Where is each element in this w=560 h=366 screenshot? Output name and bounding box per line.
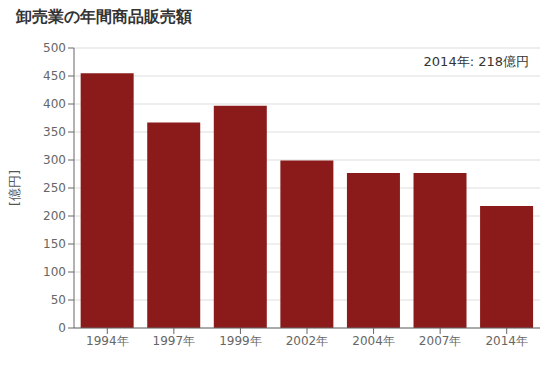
svg-text:400: 400: [43, 97, 66, 111]
svg-text:500: 500: [43, 41, 66, 55]
svg-text:1999年: 1999年: [219, 334, 262, 348]
svg-text:1997年: 1997年: [153, 334, 196, 348]
svg-text:0: 0: [58, 321, 66, 335]
svg-text:1994年: 1994年: [86, 334, 129, 348]
html-text:2014年: 218億円: 2014年: 218億円: [423, 54, 529, 69]
svg-text:350: 350: [43, 125, 66, 139]
svg-text:50: 50: [51, 293, 66, 307]
svg-text:450: 450: [43, 69, 66, 83]
svg-text:[億円]: [億円]: [8, 170, 22, 206]
svg-text:100: 100: [43, 265, 66, 279]
svg-text:2007年: 2007年: [419, 334, 462, 348]
svg-text:150: 150: [43, 237, 66, 251]
svg-text:2002年: 2002年: [286, 334, 329, 348]
html-text:卸売業の年間商品販売額: 卸売業の年間商品販売額: [16, 7, 192, 26]
svg-text:300: 300: [43, 153, 66, 167]
svg-text:200: 200: [43, 209, 66, 223]
svg-text:2014年: 2014年: [485, 334, 528, 348]
svg-text:2004年: 2004年: [352, 334, 395, 348]
svg-text:250: 250: [43, 181, 66, 195]
